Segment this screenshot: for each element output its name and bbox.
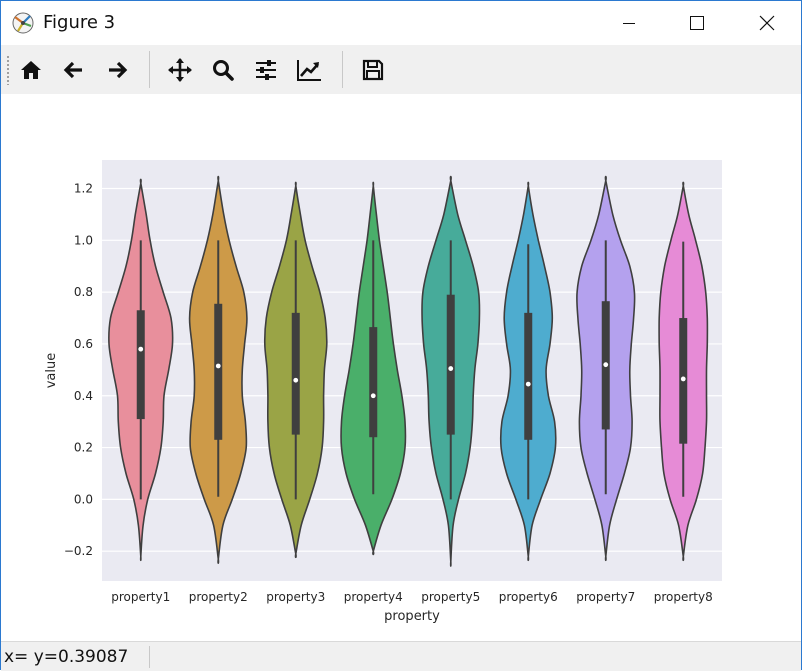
y-tick-label: 0.0 — [74, 492, 93, 506]
pan-button[interactable] — [163, 53, 197, 87]
status-bar: x= y=0.39087 — [1, 641, 801, 671]
save-button[interactable] — [356, 53, 390, 87]
magnifier-icon — [213, 60, 234, 81]
violin-median-point — [138, 346, 144, 352]
window-title: Figure 3 — [43, 12, 116, 33]
toolbar-grip[interactable] — [6, 55, 10, 85]
y-tick-label: 1.0 — [74, 233, 93, 247]
x-tick-label: property2 — [189, 590, 248, 604]
floppy-disk-icon — [362, 59, 384, 81]
home-button[interactable] — [14, 53, 48, 87]
violin-iqr-box — [214, 303, 223, 440]
violin-iqr-box — [369, 327, 378, 438]
y-tick-label: −0.2 — [64, 544, 93, 558]
line-chart-icon — [297, 60, 321, 81]
x-tick-label: property1 — [111, 590, 170, 604]
cursor-readout: x= y=0.39087 — [4, 647, 129, 667]
x-axis-label: property — [384, 609, 440, 624]
minimize-icon — [623, 23, 635, 24]
x-tick-label: property8 — [654, 590, 713, 604]
maximize-button[interactable] — [674, 1, 720, 45]
y-tick-label: 1.2 — [74, 181, 93, 195]
violin-iqr-box — [136, 310, 145, 420]
close-button[interactable] — [744, 1, 790, 45]
y-tick-label: 0.8 — [74, 285, 93, 299]
arrow-right-icon — [109, 61, 128, 79]
violin-iqr-box — [446, 294, 455, 435]
move-icon — [168, 58, 192, 82]
figure-canvas[interactable]: −0.2 0.0 0.2 0.4 0.6 0.8 1.0 1.2 property1 proper… — [1, 94, 801, 640]
x-tick-label: property6 — [499, 590, 558, 604]
violin-median-point — [603, 362, 609, 368]
back-button[interactable] — [57, 53, 91, 87]
maximize-icon — [690, 16, 704, 30]
x-tick-label: property3 — [266, 590, 325, 604]
close-icon — [759, 15, 775, 31]
violin-iqr-box — [524, 312, 533, 440]
violin-iqr-box — [291, 312, 300, 435]
violin-median-point — [448, 366, 454, 371]
y-tick-label: 0.6 — [74, 337, 93, 351]
subplots-button[interactable] — [249, 53, 283, 87]
x-tick-label: property5 — [421, 590, 480, 604]
navigation-toolbar — [1, 45, 801, 95]
violin-median-point — [680, 376, 686, 382]
minimize-button[interactable] — [606, 1, 652, 45]
y-tick-label: 0.4 — [74, 389, 93, 403]
violin-median-point — [293, 377, 299, 383]
axes-button[interactable] — [292, 53, 326, 87]
zoom-button[interactable] — [206, 53, 240, 87]
violin-median-point — [370, 393, 376, 399]
violin-median-point — [525, 381, 531, 387]
home-icon — [21, 61, 41, 79]
status-separator — [149, 646, 150, 668]
arrow-left-icon — [63, 61, 82, 79]
violin-median-point — [215, 363, 221, 369]
y-tick-label: 0.2 — [74, 441, 93, 455]
toolbar-separator — [149, 51, 150, 88]
title-bar: Figure 3 — [1, 1, 801, 45]
matplotlib-app-icon — [12, 12, 34, 34]
x-tick-label: property7 — [576, 590, 635, 604]
violin-chart: −0.2 0.0 0.2 0.4 0.6 0.8 1.0 1.2 property1 proper… — [44, 160, 722, 624]
y-axis-label: value — [44, 353, 59, 389]
forward-button[interactable] — [100, 53, 134, 87]
x-tick-label: property4 — [344, 590, 403, 604]
toolbar-separator — [342, 51, 343, 88]
sliders-icon — [256, 60, 276, 80]
